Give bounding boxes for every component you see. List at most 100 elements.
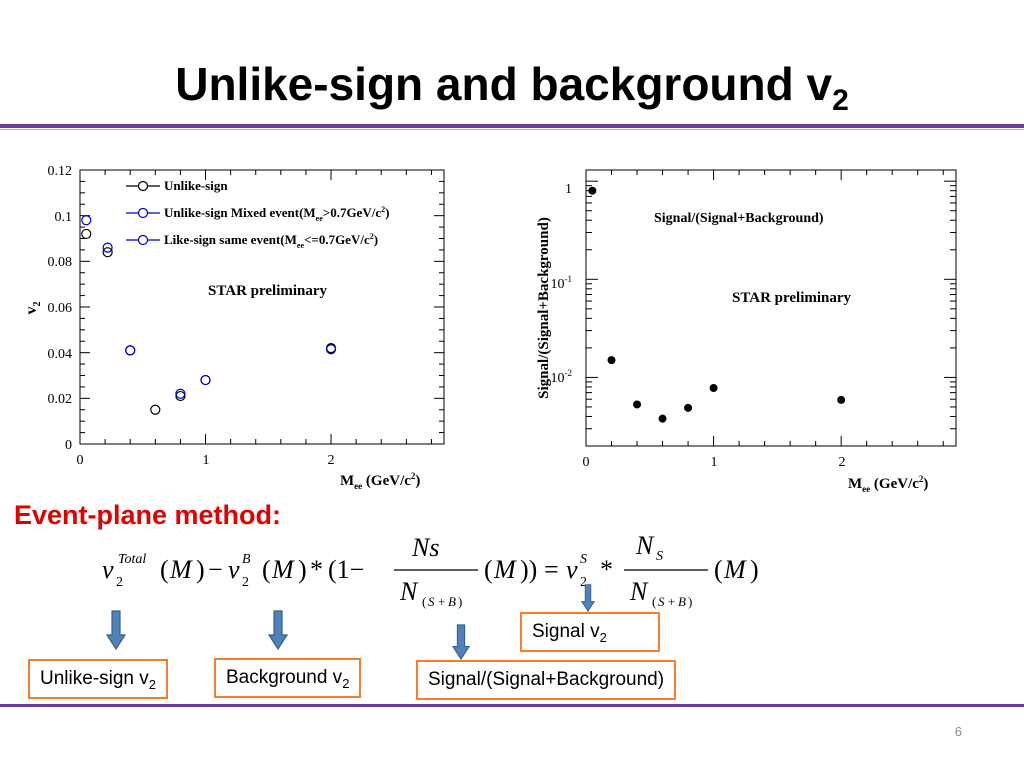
ratio-box: Signal/(Signal+Background): [416, 660, 677, 700]
legend-likesign: Like-sign same event(Mee<=0.7GeV/c2): [164, 232, 378, 250]
ratio-point: [588, 186, 597, 195]
ratio-point: [658, 414, 667, 423]
ratio-ylabel: Signal/(Signal+Background): [536, 217, 552, 399]
legend-marker-mixed: [137, 207, 149, 219]
svg-text:+: +: [668, 594, 675, 609]
svg-text:Ns: Ns: [411, 533, 439, 562]
legend-marker-unlike: [137, 180, 149, 192]
svg-text:): ): [196, 555, 205, 584]
svg-text:Total: Total: [118, 552, 146, 567]
svg-text:S: S: [656, 549, 663, 564]
svg-text:(: (: [652, 594, 656, 609]
svg-text:−: −: [208, 555, 223, 584]
ratio-box-label: Signal/(Signal+Background): [428, 669, 665, 690]
svg-text:2: 2: [242, 575, 249, 590]
v2-ytick: 0.1: [55, 210, 73, 225]
svg-text:(: (: [484, 555, 493, 584]
ratio-point: [684, 403, 693, 412]
v2-xtick: 0: [77, 453, 84, 468]
background-box-label: Background v: [226, 667, 343, 688]
unlike-sign-box-label: Unlike-sign v: [40, 668, 149, 689]
v2-point-unlike-sign-mixed-event: [200, 374, 211, 386]
title-subscript: 2: [832, 84, 849, 117]
ratio-xtick: 2: [839, 455, 846, 470]
ratio-preliminary: STAR preliminary: [732, 290, 852, 306]
top-divider-thin: [0, 129, 1024, 130]
svg-text:*: *: [600, 555, 613, 584]
v2-formula: v 2 Total (M) − v 2 B (M) * (1− Ns N (S +…: [102, 531, 759, 609]
v2-xlabel: Mee (GeV/c2): [340, 471, 420, 491]
v2-preliminary: STAR preliminary: [208, 283, 328, 299]
svg-text:(: (: [422, 594, 426, 609]
svg-text:=: =: [544, 555, 559, 584]
svg-text:M: M: [493, 555, 517, 584]
svg-text:*: *: [310, 555, 323, 584]
page-number: 6: [954, 724, 962, 739]
svg-text:): ): [688, 594, 692, 609]
svg-text:(1−: (1−: [328, 555, 364, 584]
svg-text:(: (: [714, 555, 723, 584]
v2-point-unlike-sign-mixed-event: [325, 344, 337, 355]
v2-point-like-sign-same-event: [125, 345, 136, 356]
v2-ytick: 0.12: [48, 164, 73, 179]
svg-text:S: S: [658, 594, 665, 609]
svg-text:2: 2: [580, 575, 587, 590]
svg-text:v: v: [228, 555, 240, 584]
v2-chart: 0.12 0.1 0.08 0.06 0.04 0.02 0 0 1 2 v2 …: [23, 164, 445, 491]
v2-point-like-sign-same-event: [81, 215, 92, 226]
ratio-ytick: 1: [565, 182, 572, 197]
bottom-divider: [0, 704, 1024, 707]
ratio-ytick: 10-1: [551, 274, 573, 292]
v2-ytick: 0.06: [48, 301, 73, 316]
legend-marker-likesign: [137, 234, 149, 246]
signal-box-sub: 2: [599, 629, 607, 645]
svg-text:N: N: [629, 577, 649, 606]
svg-text:S: S: [580, 552, 587, 567]
svg-text:): ): [750, 555, 759, 584]
v2-xtick: 1: [203, 453, 210, 468]
svg-text:M: M: [169, 555, 193, 584]
ratio-chart: 1 10-1 10-2 0 1 2 Signal/(Signal+Backgro…: [536, 169, 957, 494]
v2-point-unlike-sign: [150, 404, 161, 415]
v2-point-like-sign-same-event: [102, 242, 113, 253]
v2-ytick: 0.08: [48, 255, 73, 270]
svg-text:+: +: [438, 594, 445, 609]
svg-text:)): )): [520, 555, 537, 584]
top-divider: [0, 124, 1024, 128]
svg-text:v: v: [102, 555, 114, 584]
svg-text:M: M: [271, 555, 295, 584]
signal-box: Signal v2: [520, 612, 660, 652]
v2-ylabel: v2: [23, 302, 43, 315]
svg-text:B: B: [242, 552, 251, 567]
v2-point-unlike-sign-mixed-event: [175, 388, 186, 399]
signal-box-label: Signal v: [532, 621, 600, 642]
down-arrow-icon: [580, 584, 596, 612]
v2-ytick: 0.02: [48, 392, 73, 407]
ratio-xtick: 1: [711, 455, 718, 470]
svg-text:(: (: [262, 555, 271, 584]
v2-ytick: 0: [65, 438, 72, 453]
legend-unlike: Unlike-sign: [164, 178, 228, 193]
v2-ytick: 0.04: [48, 347, 73, 362]
down-arrow-icon: [451, 624, 471, 660]
title-text: Unlike-sign and background v: [175, 58, 833, 110]
svg-text:B: B: [448, 594, 456, 609]
ratio-plot-frame: [585, 169, 957, 447]
ratio-xtick: 0: [583, 455, 590, 470]
ratio-point: [837, 395, 846, 404]
svg-text:N: N: [399, 577, 419, 606]
slide-title: Unlike-sign and background v2: [0, 52, 1024, 133]
v2-point-unlike-sign: [102, 247, 113, 258]
svg-text:2: 2: [116, 575, 123, 590]
background-box: Background v2: [214, 658, 362, 698]
svg-text:N: N: [635, 531, 655, 560]
ratio-ytick: 10-2: [551, 368, 573, 386]
ratio-xlabel: Mee (GeV/c2): [848, 474, 928, 494]
ratio-point: [709, 384, 718, 393]
svg-text:): ): [298, 555, 307, 584]
method-label: Event-plane method:: [14, 500, 282, 530]
background-box-sub: 2: [342, 675, 350, 691]
svg-text:S: S: [428, 594, 435, 609]
svg-text:M: M: [723, 555, 747, 584]
unlike-sign-box-sub: 2: [148, 676, 156, 692]
